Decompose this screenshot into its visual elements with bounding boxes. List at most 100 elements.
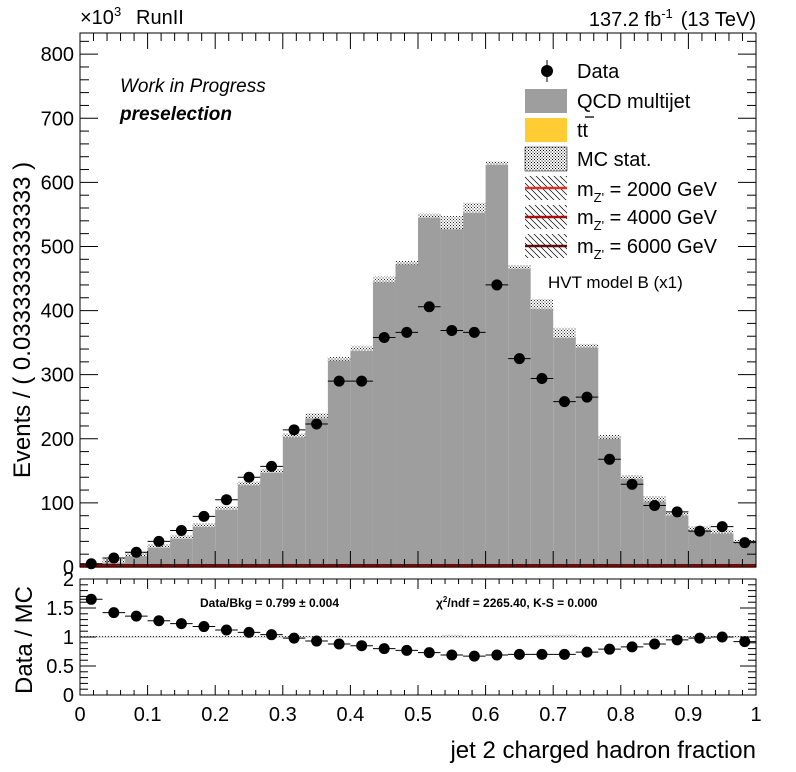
ratio-unc-bin [620, 635, 644, 638]
x-axis: 0 0.1 0.2 0.3 0.4 0.5 0.6 0.7 0.8 0.9 1 [74, 579, 762, 726]
qcd-bar [598, 436, 621, 567]
qcd-bar [395, 262, 418, 567]
data-point [671, 506, 683, 518]
legend-item-data: Data [541, 60, 620, 83]
signal-model-label: HVT model B (x1) [548, 273, 683, 292]
ratio-unc-bin [463, 635, 486, 638]
mc-stat-bin [643, 496, 666, 502]
qcd-bar [350, 349, 373, 567]
data-point [108, 552, 120, 564]
ratio-unc-bin [147, 635, 171, 638]
qcd-bar [170, 536, 193, 567]
data-point [288, 424, 300, 436]
mc-stat-bin [305, 413, 328, 419]
mc-stat-bin [372, 276, 396, 283]
y-tick-label: 600 [41, 172, 74, 194]
ratio-y-tick-label: 1.5 [46, 598, 74, 620]
y-tick-label: 800 [41, 44, 74, 66]
qcd-bar [530, 307, 554, 567]
data-point [378, 332, 390, 344]
legend-item-sig2000: mZ' = 2000 GeV [525, 176, 718, 205]
ratio-summary-right: χ2/ndf = 2265.40, K-S = 0.000 [436, 595, 598, 610]
ratio-unc-bin [350, 635, 373, 638]
ratio-point [739, 636, 751, 648]
ratio-unc-bin [530, 634, 554, 638]
data-point [423, 301, 435, 313]
x-tick-label: 0.3 [269, 704, 297, 726]
qcd-bar [553, 336, 576, 567]
qcd-bar [192, 525, 216, 567]
data-point [85, 558, 97, 570]
ratio-unc-bin [508, 635, 531, 638]
mc-stat-bin [508, 265, 531, 269]
ratio-unc-bin [643, 635, 666, 638]
data-point [491, 279, 503, 291]
ratio-point [716, 631, 728, 643]
y-tick-label: 0 [63, 557, 74, 579]
qcd-bar [282, 435, 306, 567]
qcd-bar [125, 554, 148, 567]
ratio-unc-bin [553, 634, 576, 638]
x-tick-label: 1 [750, 704, 761, 726]
legend: Data QCD multijet tt MC stat. mZ' = 2000… [524, 60, 718, 292]
y-tick-label: 100 [41, 493, 74, 515]
mc-stat-bin [327, 356, 351, 361]
ratio-unc-bin [372, 635, 396, 638]
y-axis: 0 100 200 300 400 500 600 700 800 [41, 40, 756, 579]
ratio-point [694, 632, 706, 644]
ratio-point [288, 632, 300, 644]
x-tick-label: 0.7 [539, 704, 567, 726]
qcd-bar [665, 513, 689, 567]
ratio-unc-bin [327, 635, 351, 638]
ratio-mc-stat-band [80, 634, 756, 638]
y-tick-label: 700 [41, 108, 74, 130]
x-tick-label: 0.6 [472, 704, 500, 726]
data-point [311, 418, 323, 430]
ratio-point [266, 629, 278, 641]
mc-stat-bin [282, 433, 306, 438]
qcd-bar [575, 345, 599, 567]
qcd-bar [733, 541, 756, 567]
mc-stat-bin [350, 345, 373, 351]
ratio-point [85, 593, 97, 605]
x-tick-label: 0.8 [607, 704, 635, 726]
mc-stat-bin [215, 506, 238, 510]
ratio-y-tick-label: 2 [63, 569, 74, 591]
qcd-bar [417, 215, 441, 567]
svg-text:MC stat.: MC stat. [577, 149, 651, 171]
y-tick-label: 400 [41, 301, 74, 323]
ratio-unc-bin [485, 635, 509, 638]
x-tick-label: 0.9 [674, 704, 702, 726]
mc-stat-bin [237, 481, 261, 486]
data-point [536, 373, 548, 385]
ratio-point [468, 650, 480, 662]
ratio-unc-bin [440, 634, 464, 638]
mc-stat-bin [485, 161, 509, 166]
ratio-unc-bin [102, 635, 126, 638]
ratio-point [108, 607, 120, 619]
mc-stat-bin [395, 260, 418, 265]
ratio-unc-bin [215, 635, 238, 638]
data-point [468, 326, 480, 338]
data-point [581, 391, 593, 403]
ratio-unc-bin [575, 635, 599, 638]
y-tick-label: 200 [41, 429, 74, 451]
data-point [401, 326, 413, 338]
data-point [130, 546, 142, 558]
ratio-point [401, 644, 413, 656]
ratio-unc-bin [417, 635, 441, 638]
qcd-bar [372, 280, 396, 567]
ratio-unc-bin [598, 635, 621, 638]
qcd-bar [327, 358, 351, 567]
mc-stat-bin [530, 299, 554, 310]
ratio-point [446, 649, 458, 661]
data-point [694, 525, 706, 537]
x-tick-label: 0.1 [134, 704, 162, 726]
x-tick-label: 0 [74, 704, 85, 726]
ratio-unc-bin [395, 635, 418, 638]
ratio-summary-left: Data/Bkg = 0.799 ± 0.004 [200, 596, 339, 610]
y-multiplier: ×103 [80, 4, 121, 29]
ratio-y-tick-label: 0.5 [46, 656, 74, 678]
ratio-unc-bin [192, 635, 216, 638]
ratio-point [311, 635, 323, 647]
